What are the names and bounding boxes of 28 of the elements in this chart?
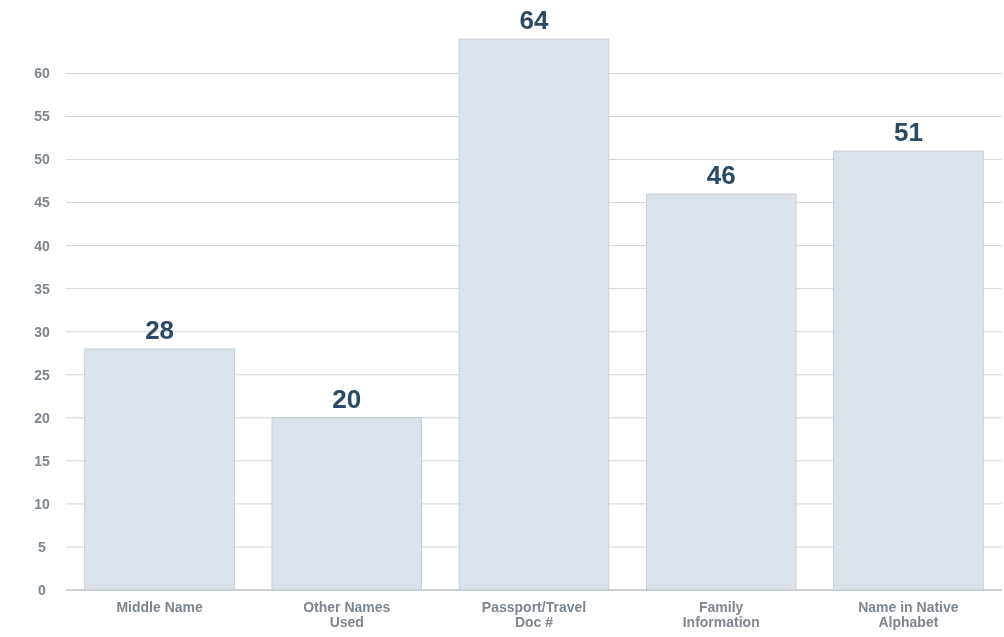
y-tick-label: 40 bbox=[34, 237, 50, 254]
x-tick-label: Middle Name bbox=[116, 599, 203, 615]
y-tick-label: 30 bbox=[34, 323, 50, 340]
bar bbox=[646, 193, 797, 591]
data-label: 28 bbox=[145, 314, 175, 345]
x-tick-label: Family Information bbox=[682, 599, 760, 630]
data-label: 46 bbox=[706, 159, 736, 190]
bar bbox=[458, 38, 610, 591]
x-tick-label: Passport/Travel Doc # bbox=[481, 599, 587, 630]
bar bbox=[833, 150, 984, 591]
y-tick-label: 5 bbox=[38, 538, 47, 555]
data-label: 64 bbox=[519, 5, 549, 35]
bar bbox=[271, 417, 422, 591]
y-tick-label: 20 bbox=[34, 409, 50, 426]
x-tick-label: Name in Native Alphabet bbox=[858, 599, 959, 630]
y-tick-label: 60 bbox=[34, 65, 50, 82]
y-tick-label: 10 bbox=[34, 495, 50, 512]
y-tick-label: 55 bbox=[34, 108, 50, 125]
data-label: 20 bbox=[332, 383, 362, 414]
bar bbox=[84, 348, 235, 591]
y-tick-label: 50 bbox=[34, 151, 50, 168]
data-label: 51 bbox=[893, 116, 923, 147]
y-tick-label: 25 bbox=[34, 366, 50, 383]
y-tick-label: 45 bbox=[34, 194, 50, 211]
y-tick-label: 35 bbox=[34, 280, 50, 297]
x-tick-label: Other Names Used bbox=[303, 599, 391, 630]
y-tick-label: 0 bbox=[38, 581, 47, 598]
y-tick-label: 15 bbox=[34, 452, 50, 469]
